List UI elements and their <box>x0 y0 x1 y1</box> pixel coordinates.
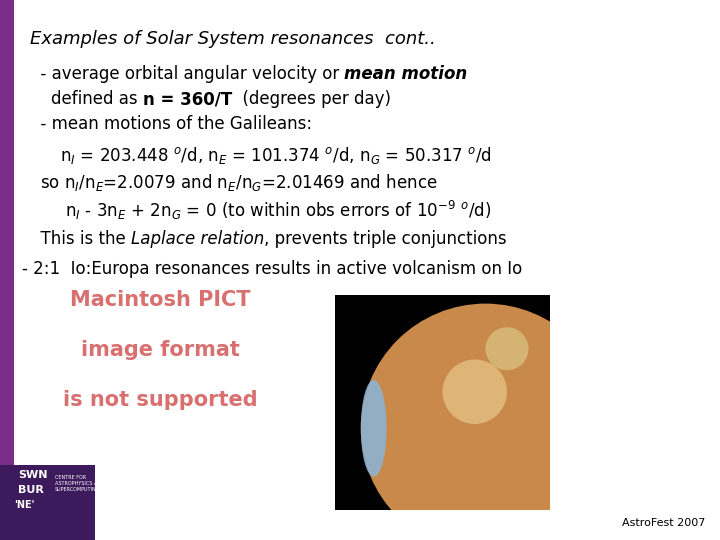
Text: defined as: defined as <box>30 90 143 108</box>
Text: , prevents triple conjunctions: , prevents triple conjunctions <box>264 230 507 248</box>
Text: This is the: This is the <box>30 230 131 248</box>
Bar <box>0 465 95 540</box>
Text: n = 360/T: n = 360/T <box>143 90 232 108</box>
Ellipse shape <box>361 380 387 477</box>
Text: n = 360/T: n = 360/T <box>143 90 232 108</box>
Text: - mean motions of the Galileans:: - mean motions of the Galileans: <box>30 115 312 133</box>
Text: SWN: SWN <box>18 470 48 480</box>
Text: so n$_I$/n$_E$=2.0079 and n$_E$/n$_G$=2.01469 and hence: so n$_I$/n$_E$=2.0079 and n$_E$/n$_G$=2.… <box>40 172 438 193</box>
Text: (degrees per day): (degrees per day) <box>232 90 391 108</box>
Text: - average orbital angular velocity or: - average orbital angular velocity or <box>30 65 344 83</box>
Circle shape <box>361 303 611 540</box>
Bar <box>0 0 14 540</box>
Text: Laplace relation: Laplace relation <box>131 230 264 248</box>
Text: n$_I$ = 203.448 $^o$/d, n$_E$ = 101.374 $^o$/d, n$_G$ = 50.317 $^o$/d: n$_I$ = 203.448 $^o$/d, n$_E$ = 101.374 … <box>60 145 492 166</box>
Text: - average orbital angular velocity or: - average orbital angular velocity or <box>30 65 344 83</box>
Text: n$_I$ - 3n$_E$ + 2n$_G$ = 0 (to within obs errors of 10$^{-9}$ $^o$/d): n$_I$ - 3n$_E$ + 2n$_G$ = 0 (to within o… <box>65 199 491 222</box>
Text: This is the: This is the <box>30 230 131 248</box>
Text: 'NE': 'NE' <box>14 500 35 510</box>
Text: Examples of Solar System resonances  cont..: Examples of Solar System resonances cont… <box>30 30 436 48</box>
Text: Macintosh PICT: Macintosh PICT <box>70 290 251 310</box>
Text: AstroFest 2007: AstroFest 2007 <box>621 518 705 528</box>
Text: mean motion: mean motion <box>344 65 468 83</box>
Text: - 2:1  Io:Europa resonances results in active volcanism on Io: - 2:1 Io:Europa resonances results in ac… <box>22 260 522 278</box>
Bar <box>335 295 550 510</box>
Circle shape <box>443 360 507 424</box>
Text: BUR: BUR <box>18 485 44 495</box>
Text: image format: image format <box>81 340 240 360</box>
Circle shape <box>485 327 528 370</box>
Text: CENTRE FOR
ASTROPHYSICS AND
SUPERCOMPUTING: CENTRE FOR ASTROPHYSICS AND SUPERCOMPUTI… <box>55 475 104 491</box>
Text: Laplace relation: Laplace relation <box>131 230 264 248</box>
Text: is not supported: is not supported <box>63 390 257 410</box>
Text: defined as: defined as <box>30 90 143 108</box>
